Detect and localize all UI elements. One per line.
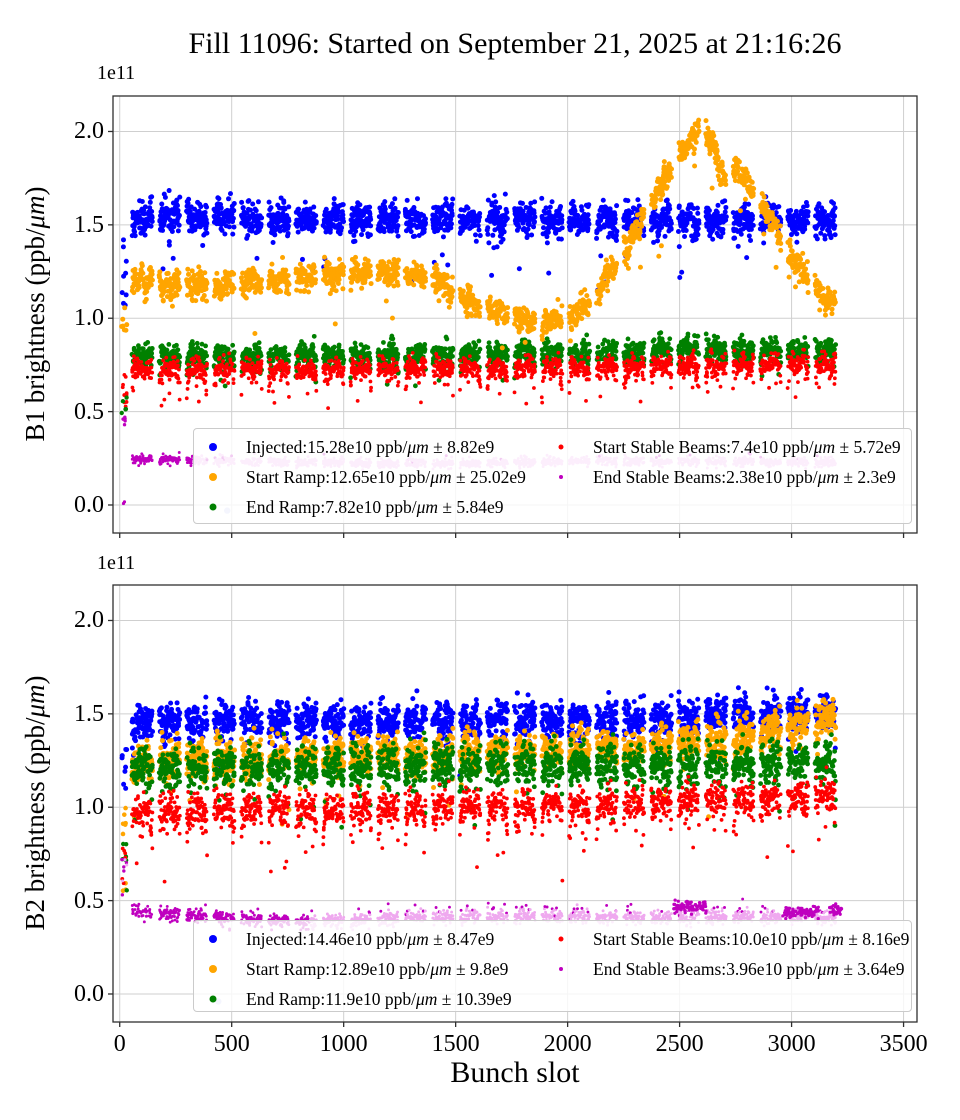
y-axis-offset-text-b1: 1e11 — [97, 62, 136, 84]
x-tick-label: 1000 — [319, 1031, 368, 1057]
legend-item: Start Ramp:12.65e10 ppb/μm ± 25.02e9 — [194, 462, 911, 492]
y-tick-label: 1.5 — [74, 700, 104, 727]
y-tick-label: 0.5 — [74, 398, 104, 425]
legend-item: Start Stable Beams:7.4e10 ppb/μm ± 5.72e… — [194, 432, 911, 462]
legend-item: End Stable Beams:3.96e10 ppb/μm ± 3.64e9 — [194, 954, 911, 984]
start-ramp-marker-icon — [209, 473, 217, 481]
end-stable-beams-marker-icon — [559, 475, 563, 479]
legend-item: End Ramp:7.82e10 ppb/μm ± 5.84e9 — [194, 492, 911, 522]
start-stable-beams-marker-icon — [558, 444, 564, 450]
end-ramp-marker-icon — [209, 503, 217, 511]
y-tick-label: 1.0 — [74, 794, 104, 821]
y-tick-label: 1.0 — [74, 305, 104, 332]
legend-item: Start Ramp:12.89e10 ppb/μm ± 9.8e9 — [194, 954, 911, 984]
x-tick-label: 2500 — [655, 1031, 704, 1057]
legend-item: Start Stable Beams:10.0e10 ppb/μm ± 8.16… — [194, 924, 911, 954]
legend-item: Injected:14.46e10 ppb/μm ± 8.47e9 — [194, 924, 911, 954]
injected-marker-icon — [209, 935, 217, 943]
y-tick-label: 0.0 — [74, 980, 104, 1007]
y-tick-label: 0.0 — [74, 491, 104, 518]
figure-title: Fill 11096: Started on September 21, 202… — [188, 27, 842, 60]
start-ramp-marker-icon — [209, 965, 217, 973]
legend-b1: Injected:15.28e10 ppb/μm ± 8.82e9 Start … — [193, 428, 912, 524]
legend-b2: Injected:14.46e10 ppb/μm ± 8.47e9 Start … — [193, 920, 912, 1012]
x-tick-label: 3000 — [767, 1031, 816, 1057]
start-stable-beams-marker-icon — [558, 936, 564, 942]
x-tick-label: 3500 — [879, 1031, 928, 1057]
x-tick-label: 2000 — [543, 1031, 592, 1057]
x-axis-label: Bunch slot — [450, 1056, 580, 1089]
legend-item: Injected:15.28e10 ppb/μm ± 8.82e9 — [194, 432, 911, 462]
x-tick-label: 500 — [213, 1031, 250, 1057]
y-tick-label: 2.0 — [74, 607, 104, 634]
legend-item: End Stable Beams:2.38e10 ppb/μm ± 2.3e9 — [194, 462, 911, 492]
end-ramp-marker-icon — [209, 995, 217, 1003]
y-axis-offset-text-b2: 1e11 — [97, 552, 136, 574]
x-tick-label: 0 — [113, 1031, 126, 1057]
x-tick-label: 1500 — [431, 1031, 480, 1057]
legend-item: End Ramp:11.9e10 ppb/μm ± 10.39e9 — [194, 984, 911, 1014]
injected-marker-icon — [209, 443, 217, 451]
y-tick-label: 2.0 — [74, 118, 104, 145]
y-tick-label: 1.5 — [74, 211, 104, 238]
end-stable-beams-marker-icon — [559, 967, 563, 971]
y-tick-label: 0.5 — [74, 887, 104, 914]
